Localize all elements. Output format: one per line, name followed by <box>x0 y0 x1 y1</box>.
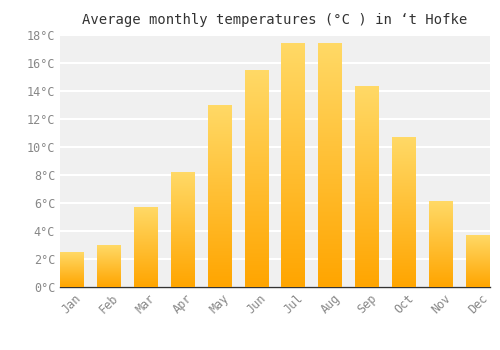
Bar <box>170 172 194 287</box>
Bar <box>282 43 306 287</box>
Title: Average monthly temperatures (°C ) in ‘t Hofke: Average monthly temperatures (°C ) in ‘t… <box>82 13 468 27</box>
Bar <box>60 252 84 287</box>
Bar <box>318 43 342 287</box>
Bar <box>466 235 490 287</box>
Bar <box>244 70 268 287</box>
Bar <box>356 87 380 287</box>
Bar <box>97 245 121 287</box>
Bar <box>392 137 416 287</box>
Bar <box>429 202 453 287</box>
Bar <box>208 105 232 287</box>
Bar <box>134 207 158 287</box>
